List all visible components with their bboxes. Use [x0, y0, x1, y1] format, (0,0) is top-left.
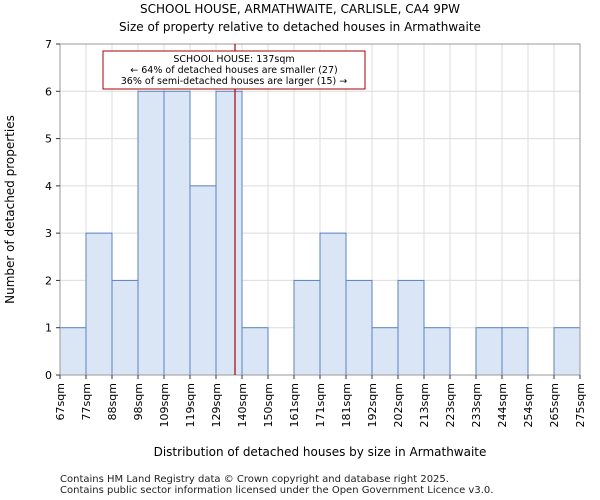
y-tick-label: 5: [45, 133, 52, 146]
annotation-title: SCHOOL HOUSE: 137sqm: [173, 54, 294, 65]
y-tick-label: 6: [45, 85, 52, 98]
histogram-bar: [241, 327, 269, 376]
x-tick-label: 181sqm: [340, 383, 353, 427]
x-tick-label: 119sqm: [184, 383, 197, 427]
x-tick-label: 67sqm: [54, 383, 67, 420]
histogram-bar: [501, 327, 529, 376]
histogram-bar: [163, 90, 191, 376]
histogram-bar: [215, 90, 243, 376]
x-tick-label: 129sqm: [210, 383, 223, 427]
x-tick-label: 233sqm: [470, 383, 483, 427]
histogram-bar: [189, 185, 217, 376]
y-tick-label: 2: [45, 274, 52, 287]
x-tick-label: 161sqm: [288, 383, 301, 427]
x-tick-label: 213sqm: [418, 383, 431, 427]
footer-line-2: Contains public sector information licen…: [60, 485, 494, 496]
x-tick-label: 254sqm: [522, 383, 535, 427]
annotation-larger: 36% of semi-detached houses are larger (…: [121, 76, 348, 87]
histogram-bar: [553, 327, 581, 376]
x-tick-label: 202sqm: [392, 383, 405, 427]
x-tick-label: 171sqm: [314, 383, 327, 427]
annotation-box: [102, 50, 366, 90]
histogram-bar: [59, 327, 87, 376]
x-tick-label: 150sqm: [262, 383, 275, 427]
histogram-bar: [371, 327, 399, 376]
y-tick-label: 1: [45, 322, 52, 335]
x-tick-label: 88sqm: [106, 383, 119, 420]
x-tick-label: 77sqm: [80, 383, 93, 420]
x-tick-label: 192sqm: [366, 383, 379, 427]
y-tick-label: 7: [45, 38, 52, 51]
histogram-bar: [85, 232, 113, 376]
y-tick-label: 3: [45, 227, 52, 240]
chart-title: SCHOOL HOUSE, ARMATHWAITE, CARLISLE, CA4…: [140, 2, 460, 16]
x-tick-label: 275sqm: [574, 383, 587, 427]
histogram-bar: [423, 327, 451, 376]
histogram-bar: [319, 232, 347, 376]
x-tick-label: 140sqm: [236, 383, 249, 427]
x-tick-label: 98sqm: [132, 383, 145, 420]
histogram-bar: [293, 279, 321, 376]
histogram-bar: [137, 90, 165, 376]
footer-line-1: Contains HM Land Registry data © Crown c…: [60, 474, 449, 485]
histogram-chart: 0 1 2 3 4 5 6 7 67sqm 77sqm 88sqm 98sqm 109sqm 119sqm…: [3, 38, 587, 459]
x-axis-label: Distribution of detached houses by size …: [154, 445, 487, 459]
chart-subtitle: Size of property relative to detached ho…: [119, 20, 481, 34]
y-axis-label: Number of detached properties: [3, 115, 17, 304]
x-tick-label: 109sqm: [158, 383, 171, 427]
x-tick-label: 265sqm: [548, 383, 561, 427]
y-tick-label: 4: [45, 180, 52, 193]
histogram-bar: [111, 279, 139, 376]
annotation-smaller: ← 64% of detached houses are smaller (27…: [130, 65, 337, 76]
histogram-bar: [475, 327, 503, 376]
x-tick-label: 223sqm: [444, 383, 457, 427]
x-tick-label: 244sqm: [496, 383, 509, 427]
y-tick-label: 0: [45, 369, 52, 382]
histogram-bar: [397, 279, 425, 376]
histogram-bar: [345, 279, 373, 376]
